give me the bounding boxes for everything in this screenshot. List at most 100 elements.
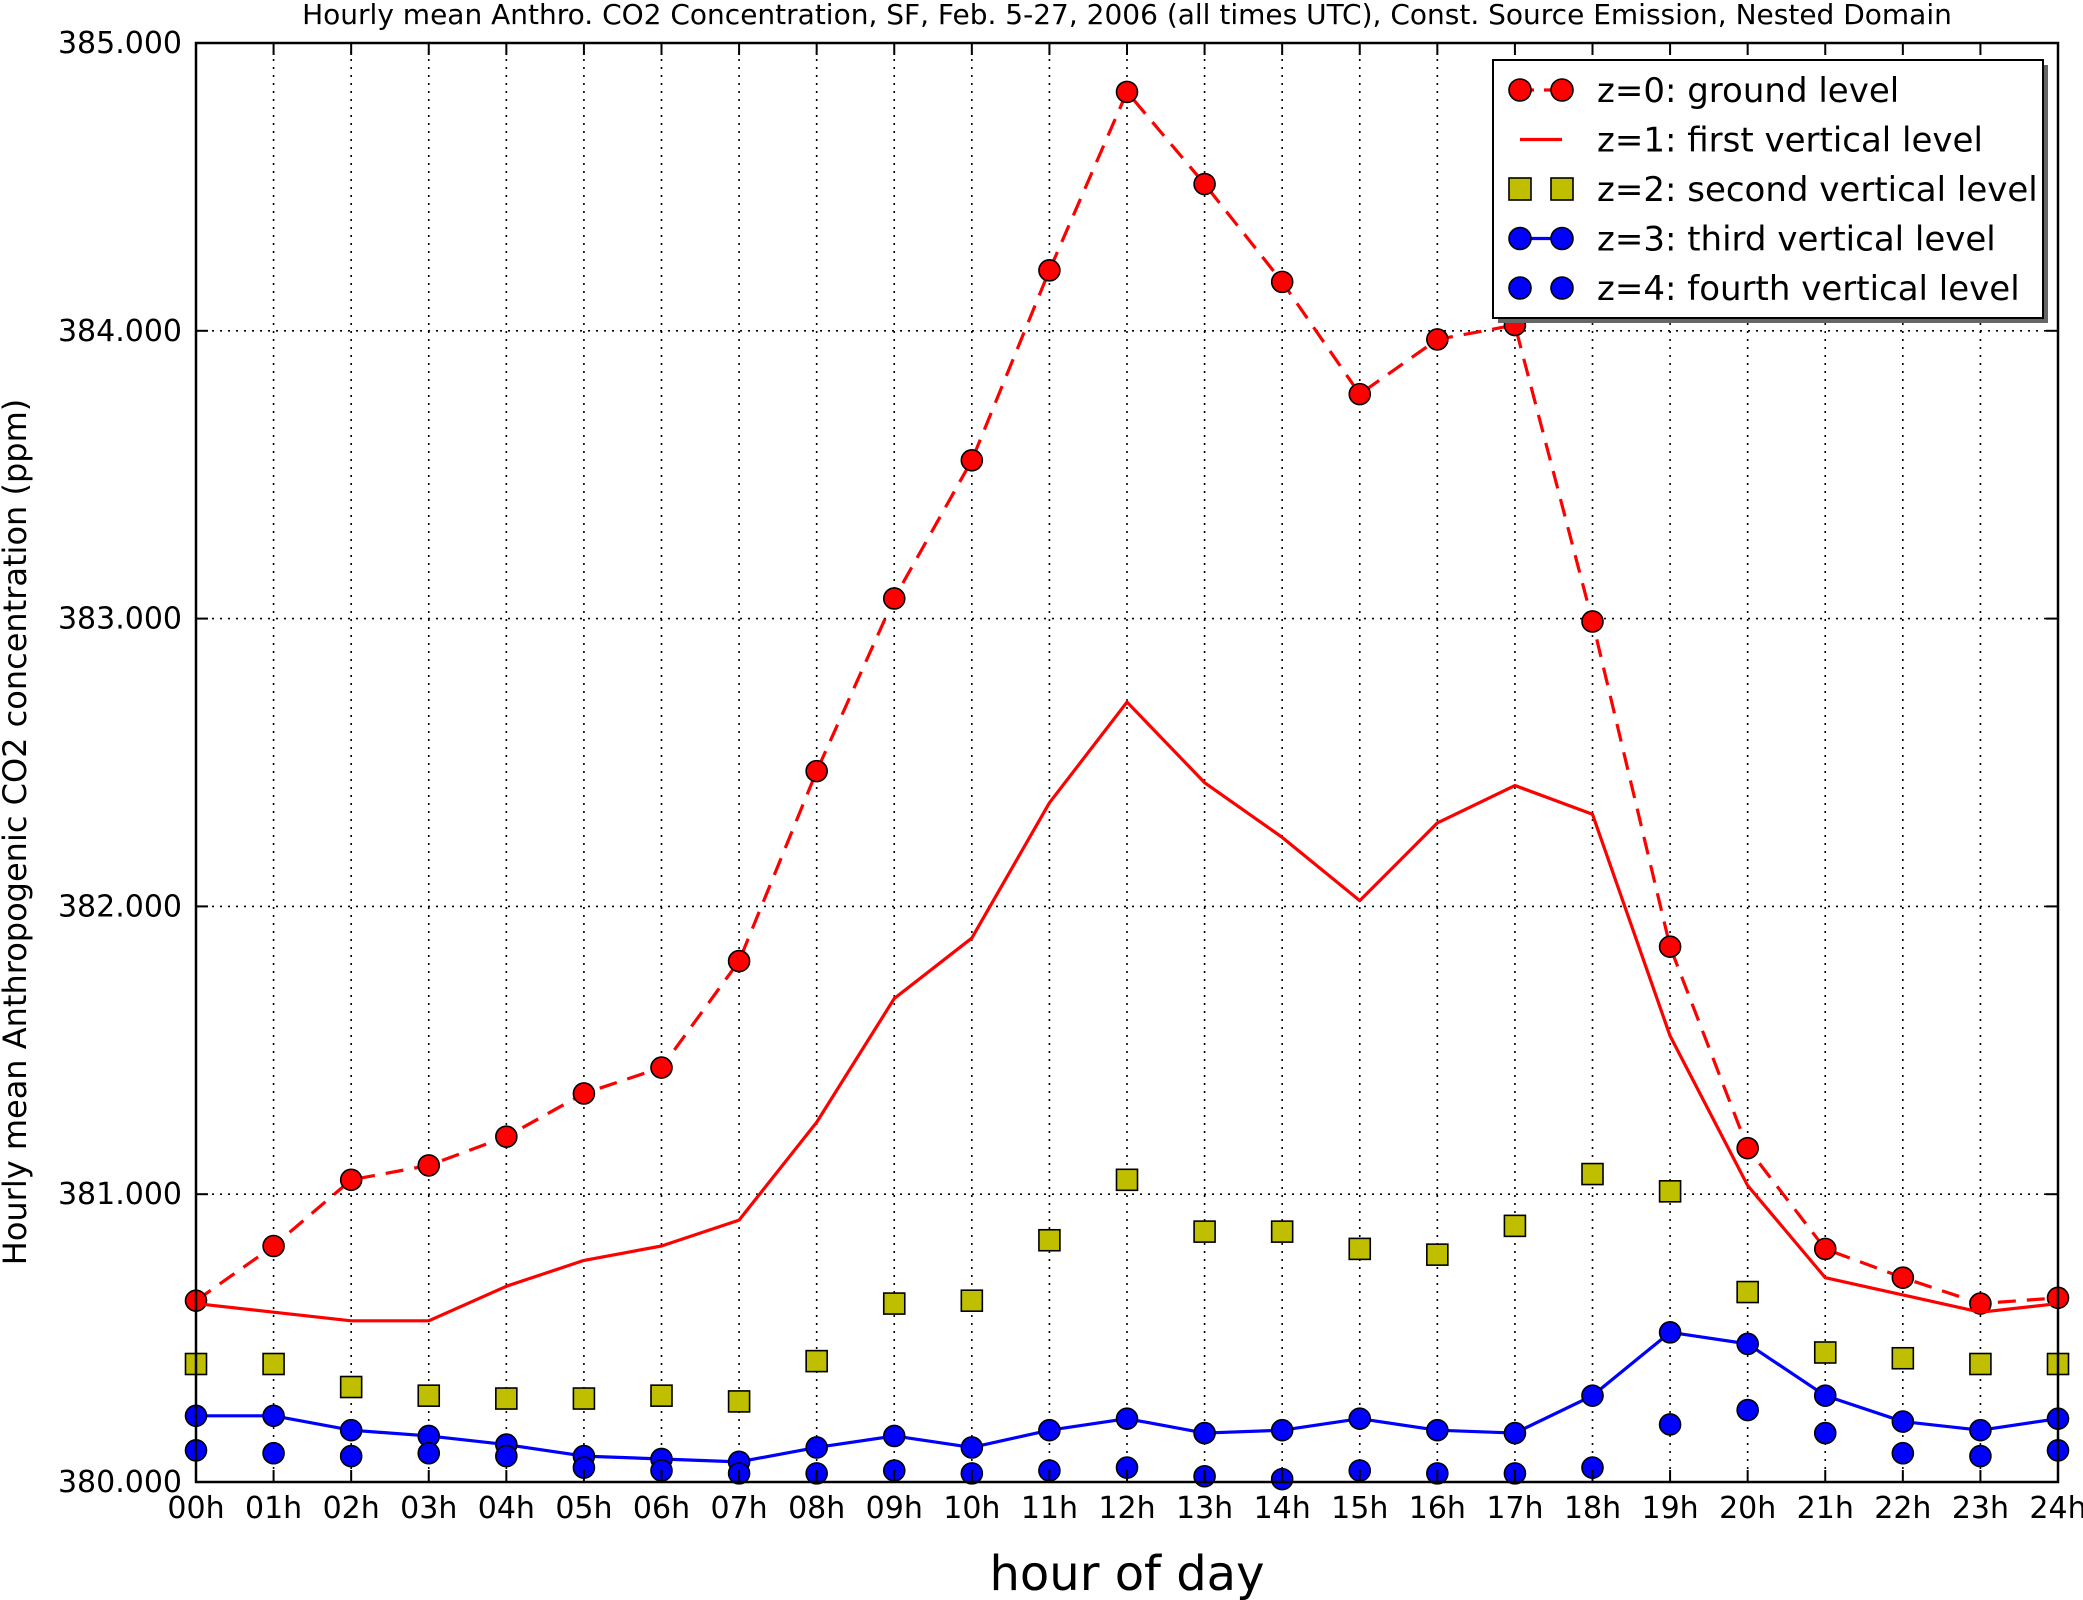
data-point (417, 1441, 441, 1465)
data-point (1813, 1341, 1837, 1364)
data-point (1348, 382, 1372, 406)
y-tick-label: 381.000 (58, 1177, 182, 1212)
x-tick-label: 00h (167, 1491, 224, 1526)
x-tick-label: 02h (323, 1491, 380, 1526)
legend-label: z=2: second vertical level (1597, 170, 2038, 210)
data-point (1115, 1168, 1139, 1192)
data-point (1193, 172, 1216, 196)
data-point (1426, 328, 1449, 351)
y-axis-label: Hourly mean Anthropogenic CO2 concentrat… (0, 399, 34, 1265)
legend-marker (1508, 226, 1532, 251)
x-tick-label: 01h (245, 1491, 302, 1526)
data-point (339, 1168, 363, 1192)
legend-marker (1508, 177, 1532, 201)
data-point (805, 1436, 828, 1459)
data-point (1658, 1321, 1682, 1344)
legend-entry: z=3: third vertical level (1508, 220, 1996, 260)
x-tick-label: 07h (710, 1491, 767, 1526)
legend-box (1492, 59, 2044, 319)
data-point (417, 1154, 441, 1177)
data-point (805, 759, 828, 783)
data-point (262, 1441, 285, 1465)
x-tick-label: 14h (1254, 1491, 1311, 1526)
data-point (650, 1384, 673, 1407)
data-point (882, 587, 906, 610)
data-point (262, 1404, 285, 1428)
data-point (1270, 1418, 1294, 1442)
data-point (1348, 1237, 1372, 1261)
data-point (1038, 259, 1061, 282)
y-tick-label: 385.000 (58, 26, 182, 61)
data-point (262, 1234, 285, 1258)
data-point (1426, 1418, 1449, 1442)
data-point (495, 1387, 518, 1410)
x-tick-label: 11h (1021, 1491, 1078, 1526)
x-tick-label: 06h (633, 1491, 690, 1526)
data-point (1891, 1266, 1915, 1289)
legend-marker (1550, 177, 1574, 201)
data-point (1813, 1421, 1837, 1445)
x-tick-label: 03h (400, 1491, 457, 1526)
data-point (1813, 1384, 1837, 1407)
data-point (1581, 1384, 1604, 1407)
x-tick-label: 23h (1952, 1491, 2009, 1526)
data-point (1969, 1292, 1992, 1315)
x-tick-label: 18h (1564, 1491, 1621, 1526)
data-point (1348, 1407, 1372, 1430)
data-point (650, 1056, 673, 1079)
x-tick-label: 04h (478, 1491, 535, 1526)
data-point (1503, 1214, 1527, 1238)
x-tick-label: 17h (1486, 1491, 1543, 1526)
y-tick-label: 383.000 (58, 602, 182, 637)
data-point (495, 1444, 518, 1468)
legend-entry: z=2: second vertical level (1508, 170, 2038, 210)
data-point (1891, 1346, 1915, 1370)
data-point (1193, 1421, 1216, 1445)
data-point (1658, 935, 1682, 958)
x-tick-label: 09h (866, 1491, 923, 1526)
x-tick-label: 19h (1641, 1491, 1698, 1526)
x-axis-label: hour of day (989, 1546, 1264, 1600)
data-point (572, 1082, 596, 1105)
legend-entry: z=0: ground level (1508, 71, 1899, 111)
y-tick-label: 382.000 (58, 889, 182, 924)
legend-label: z=4: fourth vertical level (1597, 269, 2020, 309)
x-tick-label: 21h (1797, 1491, 1854, 1526)
data-point (960, 1289, 984, 1312)
data-point (1270, 270, 1294, 294)
data-point (1969, 1444, 1992, 1468)
data-point (1813, 1237, 1837, 1261)
x-tick-label: 15h (1331, 1491, 1388, 1526)
data-point (1038, 1418, 1061, 1442)
data-point (262, 1352, 285, 1376)
data-point (1115, 1407, 1139, 1430)
x-tick-label: 22h (1874, 1491, 1931, 1526)
data-point (1581, 1162, 1604, 1186)
y-tick-label: 384.000 (58, 314, 182, 349)
data-point (1969, 1352, 1992, 1376)
data-point (882, 1424, 906, 1448)
series-layer (184, 80, 2070, 1491)
data-point (1426, 1243, 1449, 1266)
legend-marker (1508, 276, 1532, 300)
x-tick-label: 13h (1176, 1491, 1233, 1526)
legend-marker (1550, 78, 1574, 102)
data-point (805, 1349, 828, 1373)
x-tick-label: 20h (1719, 1491, 1776, 1526)
legend-label: z=3: third vertical level (1597, 220, 1996, 260)
ticks: 00h 01h 02h 03h 04h 05h 06h 07h 08h 09h 10h 11h 12h 1… (58, 26, 2083, 1526)
x-tick-label: 10h (943, 1491, 1000, 1526)
legend-entry: z=1: first vertical level (1520, 121, 1983, 161)
data-point (960, 1436, 984, 1459)
data-point (1736, 1136, 1759, 1160)
data-point (339, 1444, 363, 1468)
data-point (1736, 1280, 1759, 1304)
x-tick-label: 16h (1409, 1491, 1466, 1526)
series-z-1 (195, 700, 2059, 1323)
data-point (1270, 1220, 1294, 1243)
data-point (339, 1418, 363, 1442)
x-tick-label: 08h (788, 1491, 845, 1526)
legend-marker (1550, 276, 1574, 300)
legend: z=0: ground level z=1: first vertical lev… (1492, 59, 2048, 323)
data-point (1969, 1418, 1992, 1442)
